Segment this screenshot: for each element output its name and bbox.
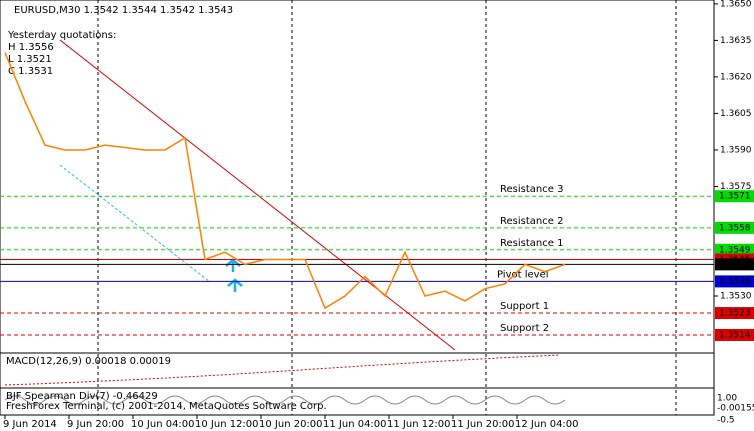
trend-line: [59, 39, 456, 351]
y-tick-label: 1.3590: [720, 145, 752, 155]
price-label-box: [715, 307, 754, 320]
macd-signal: [4, 354, 561, 386]
y-tick-label: 1.3635: [720, 36, 752, 46]
price-label: 1.3571: [719, 192, 751, 202]
level-name: Resistance 3: [500, 184, 563, 195]
spearman-scale: -0.5: [717, 416, 735, 426]
spearman-scale: 1.00: [717, 394, 737, 404]
x-tick-label: 10 Jun 04:00: [131, 419, 195, 430]
x-tick-label: 12 Jun 04:00: [515, 419, 579, 430]
trend-line: [59, 164, 211, 283]
y-tick-label: 1.3575: [720, 182, 752, 192]
price-label: 1.3514: [719, 330, 751, 340]
price-label-box: [715, 275, 754, 288]
symbol-header: EURUSD,M30 1.3542 1.3544 1.3542 1.3543: [14, 5, 233, 16]
price-label: 1.3536: [719, 277, 751, 287]
price-label: 1.3523: [719, 309, 751, 319]
price-label: 1.3549: [719, 245, 751, 255]
x-tick-label: 10 Jun 20:00: [259, 419, 323, 430]
x-tick-label: 11 Jun 20:00: [451, 419, 515, 430]
yesterday-title: Yesterday quotations:: [7, 30, 116, 41]
level-name: Resistance 1: [500, 238, 563, 249]
spearman-label: BJF Spearman Div(7) -0.46429: [6, 391, 158, 402]
price-label-box: [715, 190, 754, 203]
price-label: 1.3558: [719, 223, 751, 233]
price-label-box: [715, 328, 754, 341]
yesterday-high: H 1.3556: [8, 42, 54, 53]
x-tick-label: 9 Jun 2014: [3, 419, 57, 430]
x-tick-label: 11 Jun 12:00: [387, 419, 451, 430]
price-label-box: [715, 258, 754, 271]
y-tick-label: 1.3620: [720, 72, 752, 82]
x-tick-label: 9 Jun 20:00: [67, 419, 124, 430]
price-label-box: [715, 221, 754, 234]
price-label: 1.3543: [719, 260, 751, 270]
plot-frame: [0, 0, 715, 416]
yesterday-close: C 1.3531: [8, 66, 53, 77]
macd-label: MACD(12,26,9) 0.00018 0.00019: [6, 356, 171, 367]
level-name: Support 1: [500, 301, 549, 312]
x-tick-label: 11 Jun 04:00: [323, 419, 387, 430]
price-label-box: [715, 243, 754, 256]
yesterday-low: L 1.3521: [8, 54, 52, 65]
macd-scale: -0.00155: [717, 404, 754, 414]
level-name: Resistance 2: [500, 216, 563, 227]
price-line: [4, 52, 566, 310]
arrow-signals: [225, 258, 243, 292]
level-name: Pivot level: [497, 269, 549, 280]
level-name: Support 2: [500, 323, 549, 334]
spearman-line: [4, 395, 566, 405]
footer: FreshForex Terminal, (c) 2001-2014, Meta…: [6, 401, 327, 412]
y-tick-label: 1.3650: [720, 0, 752, 9]
y-tick-label: 1.3605: [720, 109, 752, 119]
x-tick-label: 10 Jun 12:00: [195, 419, 259, 430]
y-tick-label: 1.3530: [720, 292, 752, 302]
